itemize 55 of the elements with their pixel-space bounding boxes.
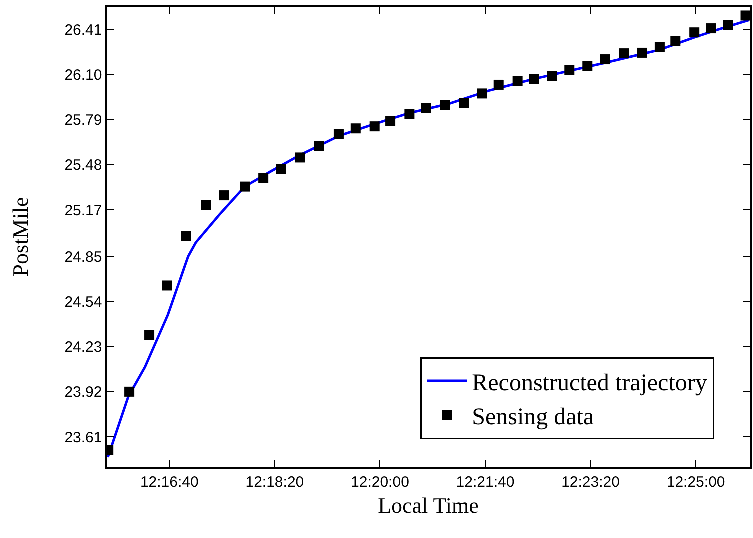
point <box>723 20 734 30</box>
point <box>276 164 286 174</box>
point <box>619 48 630 59</box>
y-tick-label: 24.85 <box>64 248 102 266</box>
x-tick-label: 12:16:40 <box>140 474 199 491</box>
point <box>529 74 540 84</box>
y-tick-label: 24.54 <box>64 294 102 311</box>
point <box>124 386 135 397</box>
y-tick-label: 25.79 <box>64 112 102 130</box>
point <box>201 200 212 210</box>
y-tick-label: 25.48 <box>64 157 102 174</box>
point <box>494 80 504 90</box>
point <box>706 24 716 34</box>
point <box>421 103 432 114</box>
point <box>334 129 344 140</box>
y-axis-title: PostMile <box>8 197 34 277</box>
point <box>162 280 172 291</box>
point <box>386 116 396 126</box>
point <box>512 76 523 86</box>
x-tick-label: 12:23:20 <box>562 474 620 491</box>
x-tick-label: 12:21:40 <box>456 474 515 491</box>
y-tick-label: 24.23 <box>64 339 102 356</box>
point <box>295 152 306 163</box>
y-tick-label: 26.41 <box>64 22 102 39</box>
legend-label: Sensing data <box>472 404 594 431</box>
y-tick-label: 23.61 <box>64 429 102 446</box>
point <box>370 122 380 132</box>
point <box>582 61 593 72</box>
point <box>219 190 230 201</box>
x-axis-title: Local Time <box>378 493 479 518</box>
legend-label: Reconstructed trajectory <box>472 370 708 396</box>
point <box>670 36 681 46</box>
point <box>477 88 488 99</box>
point <box>350 124 361 134</box>
point <box>654 42 665 52</box>
point <box>690 28 700 38</box>
point <box>637 48 648 58</box>
y-tick-label: 23.92 <box>64 384 102 402</box>
point <box>144 330 155 340</box>
point <box>547 71 558 82</box>
point <box>740 10 750 21</box>
x-tick-label: 12:18:20 <box>246 474 304 491</box>
point <box>440 100 450 110</box>
point <box>314 141 324 152</box>
y-tick-label: 26.10 <box>64 67 102 84</box>
y-tick-label: 25.17 <box>64 202 102 220</box>
point <box>258 173 269 184</box>
point <box>240 182 250 192</box>
point <box>600 54 610 65</box>
x-tick-label: 12:20:00 <box>351 474 410 491</box>
point <box>404 109 415 120</box>
point <box>459 98 470 108</box>
point <box>564 65 575 76</box>
x-tick-label: 12:25:00 <box>666 474 726 491</box>
point <box>181 231 192 242</box>
